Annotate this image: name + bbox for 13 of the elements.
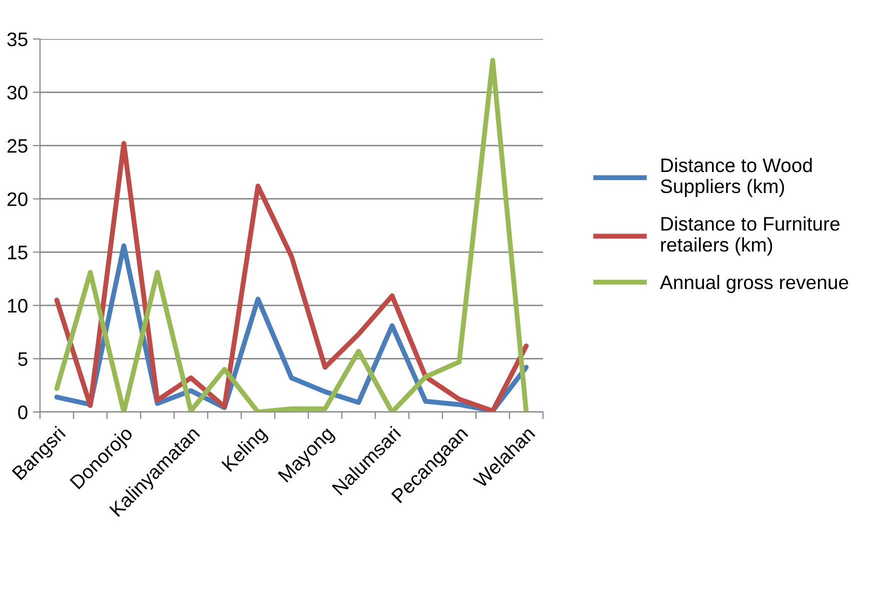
y-tick-label: 35 (7, 32, 28, 46)
y-tick-label: 25 (8, 139, 28, 153)
legend-label: Distance to Wood Suppliers (km) (660, 158, 812, 197)
y-tick-label: 10 (8, 298, 28, 313)
line-series (54, 58, 529, 412)
y-tick-label: 30 (7, 86, 28, 100)
legend-label: Distance to Furniture retailers (km) (661, 216, 840, 256)
legend-label: Annual gross revenue (660, 274, 848, 294)
y-tick-label: 0 (18, 405, 28, 420)
y-tick-label: 20 (8, 192, 28, 206)
line-series (54, 141, 529, 412)
y-tick-label: 5 (18, 352, 28, 366)
y-tick-label: 15 (8, 246, 28, 260)
